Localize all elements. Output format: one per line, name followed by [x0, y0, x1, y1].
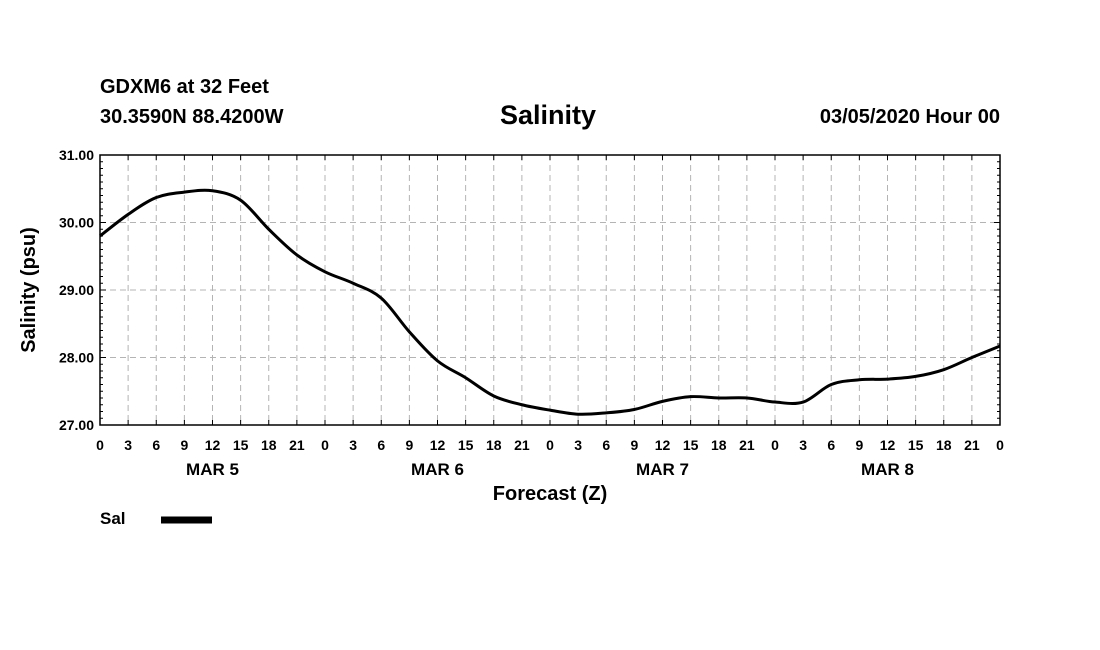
y-axis-label: Salinity (psu)	[18, 227, 40, 353]
station-coordinates: 30.3590N 88.4200W	[100, 106, 284, 128]
day-label: MAR 6	[411, 460, 464, 479]
x-tick-label: 9	[855, 437, 863, 453]
x-tick-label: 21	[964, 437, 980, 453]
day-label: MAR 5	[186, 460, 239, 479]
x-tick-label: 18	[711, 437, 727, 453]
x-tick-label: 15	[908, 437, 924, 453]
x-tick-label: 0	[996, 437, 1004, 453]
series-layer	[99, 188, 1001, 416]
x-tick-label: 9	[180, 437, 188, 453]
day-label: MAR 8	[861, 460, 914, 479]
x-tick-label: 12	[205, 437, 221, 453]
x-axis-label: Forecast (Z)	[493, 483, 607, 505]
x-tick-label: 12	[880, 437, 896, 453]
y-tick-label: 28.00	[59, 350, 94, 366]
x-tick-label: 3	[799, 437, 807, 453]
x-tick-label: 18	[936, 437, 952, 453]
x-tick-label: 6	[377, 437, 385, 453]
x-tick-label: 18	[261, 437, 277, 453]
x-tick-label: 21	[289, 437, 305, 453]
salinity-series-line	[99, 188, 1001, 416]
plot-frame	[99, 154, 1001, 426]
station-label: GDXM6 at 32 Feet	[100, 76, 269, 98]
y-tick-label: 31.00	[59, 147, 94, 163]
x-tick-label: 6	[152, 437, 160, 453]
x-tick-label: 21	[739, 437, 755, 453]
day-label: MAR 7	[636, 460, 689, 479]
axis-labels: 0 3 6 9 12 15 18 21 0 3 6 9 12 15 18 21 0 3 6 9 12 15 18 21 0 3 6 9…	[59, 147, 1004, 479]
y-tick-label: 27.00	[59, 417, 94, 433]
x-tick-label: 12	[430, 437, 446, 453]
x-tick-label: 21	[514, 437, 530, 453]
chart-title: Salinity	[500, 100, 597, 130]
x-tick-label: 0	[546, 437, 554, 453]
y-tick-label: 30.00	[59, 215, 94, 231]
x-tick-label: 3	[349, 437, 357, 453]
x-tick-label: 15	[683, 437, 699, 453]
x-tick-label: 9	[405, 437, 413, 453]
x-tick-label: 18	[486, 437, 502, 453]
x-tick-label: 0	[771, 437, 779, 453]
x-tick-label: 15	[458, 437, 474, 453]
forecast-date: 03/05/2020 Hour 00	[819, 106, 1000, 128]
x-tick-label: 3	[124, 437, 132, 453]
x-tick-label: 15	[233, 437, 249, 453]
grid-lines	[100, 155, 1000, 425]
x-tick-label: 3	[574, 437, 582, 453]
x-tick-label: 0	[96, 437, 104, 453]
x-tick-label: 6	[827, 437, 835, 453]
y-tick-label: 29.00	[59, 282, 94, 298]
x-tick-label: 12	[655, 437, 671, 453]
x-tick-label: 9	[630, 437, 638, 453]
x-tick-label: 0	[321, 437, 329, 453]
x-tick-label: 6	[602, 437, 610, 453]
legend-label: Sal	[100, 509, 126, 528]
